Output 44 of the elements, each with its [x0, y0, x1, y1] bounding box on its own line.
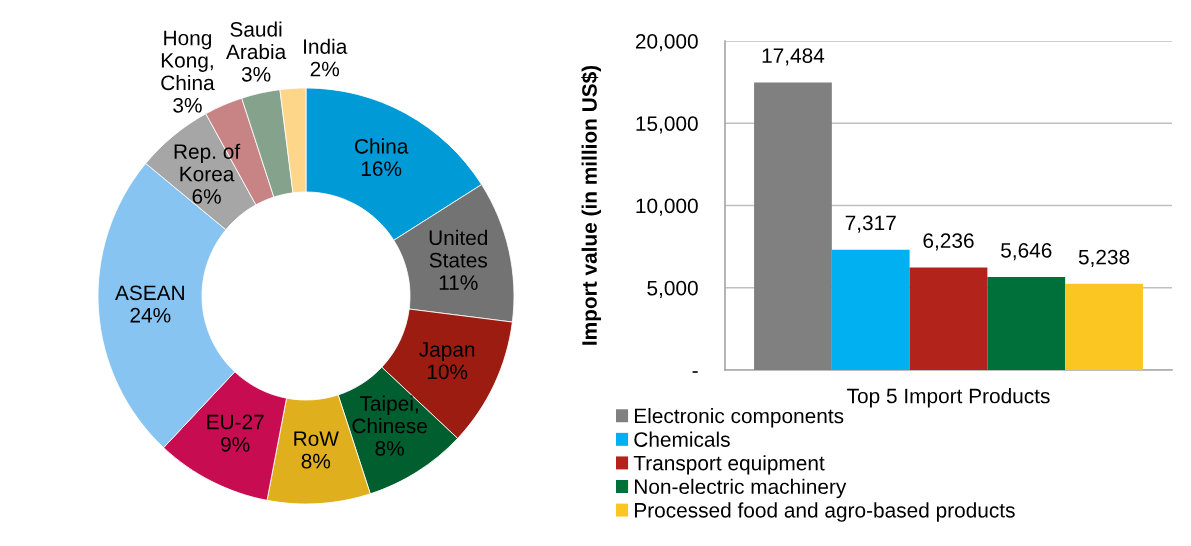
data-label: 17,484 [762, 48, 825, 66]
bar [909, 267, 988, 370]
slice-label: Saudi Arabia [226, 21, 287, 60]
slice-label: Rep. of Korea [174, 143, 241, 182]
legend-label: Non-electric machinery [635, 478, 847, 499]
y-tick-label: 20,000 [635, 34, 698, 52]
slice-label: ASEAN [115, 285, 184, 301]
y-tick-label: 15,000 [636, 116, 698, 134]
slice-label: United States [429, 229, 488, 268]
data-label: 8% [375, 441, 404, 456]
data-label: 8% [301, 453, 331, 469]
slice-label: Japan [419, 342, 475, 361]
x-tick-label: Top 5 Import Products [847, 388, 1050, 408]
slice-label: China [355, 138, 409, 154]
legend-label: Transport equipment [633, 455, 825, 475]
data-label: 2% [310, 61, 340, 77]
data-label: 6,236 [923, 233, 974, 251]
data-label: 3% [173, 97, 202, 113]
y-tick-label: 5,000 [647, 280, 698, 298]
data-label: 6% [192, 189, 221, 204]
data-label: 5,646 [1001, 242, 1052, 261]
bar [1065, 283, 1143, 370]
data-label: 10% [427, 364, 468, 380]
legend-label: Chemicals [634, 431, 730, 447]
slice-label: Taipei, Chinese [352, 395, 427, 434]
slice-label: RoW [294, 431, 339, 447]
bar [754, 82, 832, 370]
data-label: 24% [130, 307, 171, 323]
data-label: 16% [361, 161, 402, 177]
slice-label: EU-27 [207, 414, 264, 430]
data-label: 5,238 [1078, 249, 1130, 267]
legend-label: Processed food and agro-based products [635, 502, 1015, 522]
legend-label: Electronic components [635, 408, 844, 428]
slice-label: Hong Kong, China [161, 30, 215, 91]
bar [831, 249, 910, 370]
data-label: 3% [241, 66, 271, 82]
y-tick-label: 10,000 [636, 198, 698, 216]
bar [987, 277, 1066, 370]
data-label: 11% [439, 275, 478, 290]
data-label: 7,317 [845, 215, 896, 233]
data-label: 9% [221, 437, 250, 452]
y-tick-label: - [692, 371, 698, 373]
slice-label: India [304, 38, 348, 54]
y-axis-title: Import value (in million US$) [581, 65, 601, 345]
